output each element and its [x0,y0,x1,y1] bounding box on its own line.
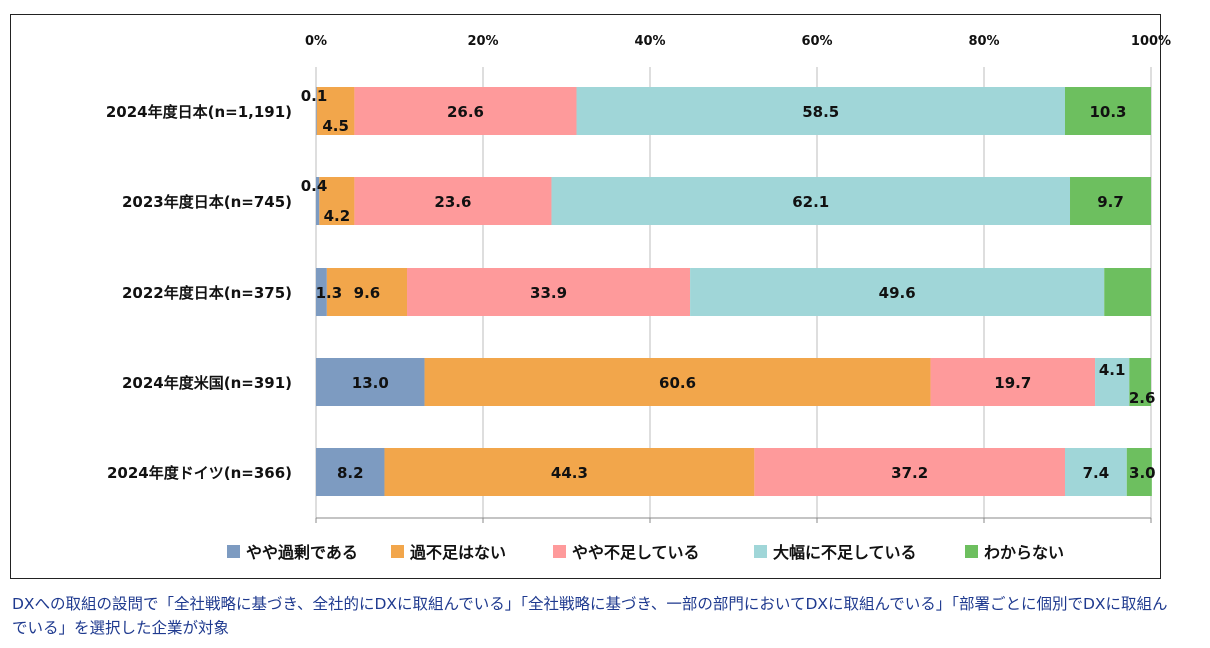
category-label: 2023年度日本(n=745) [122,193,292,211]
x-tick-label: 0% [305,34,327,49]
legend-swatch [391,545,404,558]
bar-segment [1064,87,1151,135]
bar-segment [316,358,425,406]
bar-segment [1129,358,1151,406]
x-tick-label: 40% [634,34,665,49]
data-label: 62.1 [792,193,829,211]
bar-segment [316,177,320,225]
data-label: 0.1 [301,87,328,105]
bar-segment [576,87,1065,135]
data-label: 4.5 [322,117,349,135]
category-label: 2024年度日本(n=1,191) [106,103,292,121]
bar-segment [384,448,755,496]
category-label: 2024年度ドイツ(n=366) [107,464,292,482]
bar-segment [326,268,408,316]
legend-label: 大幅に不足している [773,543,917,562]
data-label: 44.3 [551,464,588,482]
legend-label: やや過剰である [246,543,358,562]
data-label: 10.3 [1089,103,1126,121]
legend-swatch [553,545,566,558]
category-label: 2022年度日本(n=375) [122,284,292,302]
data-label: 13.0 [352,374,389,392]
data-label: 60.6 [659,374,696,392]
data-label: 58.5 [802,103,839,121]
footnote: DXへの取組の設問で「全社戦略に基づき、全社的にDXに取組んでいる」「全社戦略に… [12,595,1168,637]
category-label: 2024年度米国(n=391) [122,374,292,392]
bar-segment [354,177,552,225]
data-label: 8.2 [337,464,364,482]
stacked-bar-chart: 0% 20% 40% 60% 80% 100% 2024年度日本(n=1,191) 2023年… [106,34,1171,562]
x-tick-label: 20% [467,34,498,49]
bar-segment [1064,448,1127,496]
bar-segment [1095,358,1130,406]
bar-segment [407,268,691,316]
legend-label: わからない [984,543,1064,562]
data-label: 2.6 [1129,389,1156,407]
legend-swatch [754,545,767,558]
bar-segment [319,177,355,225]
x-tick-label: 80% [968,34,999,49]
data-label: 0.4 [301,177,328,195]
bar-segment [316,87,355,135]
bar-segment [754,448,1065,496]
legend-label: やや不足している [572,543,700,562]
legend-swatch [965,545,978,558]
legend-swatch [227,545,240,558]
data-label: 4.1 [1099,361,1126,379]
bar-segment [1104,268,1151,316]
x-tick-label: 60% [801,34,832,49]
bar-segment [1070,177,1151,225]
bar-segment [930,358,1096,406]
bar-segment [316,87,317,135]
data-label: 7.4 [1083,464,1110,482]
data-label: 49.6 [879,284,916,302]
bar-segment [354,87,577,135]
bar-segment [316,448,385,496]
bar-segment [690,268,1105,316]
bar-segment [551,177,1071,225]
bar-segment [424,358,931,406]
legend-label: 過不足はない [409,543,506,562]
bar-segment [316,268,327,316]
data-label: 1.3 [316,284,343,302]
data-label: 3.0 [1129,464,1156,482]
data-label: 23.6 [434,193,471,211]
data-label: 9.7 [1097,193,1124,211]
data-label: 9.6 [354,284,381,302]
data-label: 4.2 [324,207,351,225]
data-label: 33.9 [530,284,567,302]
bar-segment [1126,448,1152,496]
chart-frame [10,14,1161,579]
data-label: 37.2 [891,464,928,482]
x-tick-label: 100% [1131,34,1171,49]
data-label: 19.7 [994,374,1031,392]
data-label: 26.6 [447,103,484,121]
